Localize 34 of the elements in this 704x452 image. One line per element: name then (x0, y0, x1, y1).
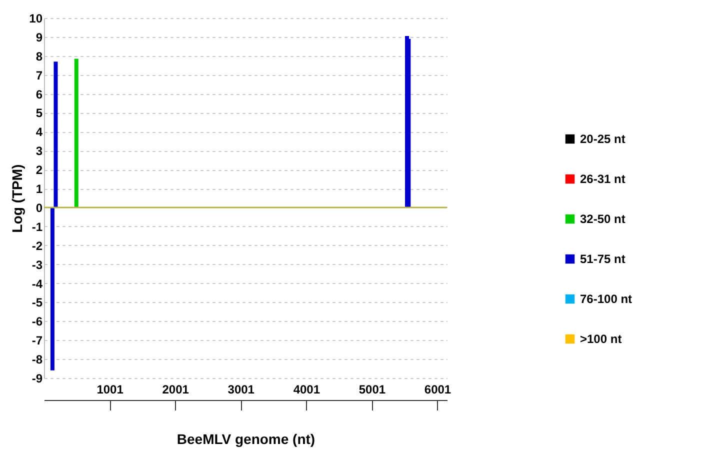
y-tick-label: -6 (32, 314, 43, 329)
y-tick-label: -1 (32, 220, 43, 234)
y-tick-label: -7 (32, 334, 43, 348)
y-tick-label: 0 (36, 200, 43, 215)
y-tick-label: -3 (32, 258, 43, 272)
x-tick-label: 4001 (293, 382, 320, 396)
y-tick-label: -9 (32, 372, 43, 386)
y-tick-label: 9 (36, 30, 43, 44)
y-tick-label: 6 (36, 87, 43, 102)
y-tick-label: 1 (36, 182, 43, 196)
y-tick-label: 3 (36, 144, 43, 158)
x-tick-label: 1001 (96, 382, 124, 396)
y-tick-label: 7 (36, 68, 43, 82)
y-tick-label: 2 (36, 163, 43, 178)
legend-label: 26-31 nt (580, 172, 626, 186)
legend-label: 51-75 nt (580, 252, 626, 266)
y-tick-label: -2 (32, 238, 43, 253)
y-tick-label: -8 (32, 352, 43, 367)
y-tick-label: 5 (36, 106, 43, 120)
y-tick-label: -5 (32, 296, 43, 310)
x-tick-label: 6001 (424, 382, 452, 396)
y-tick-label: -4 (32, 276, 43, 291)
legend-label: 76-100 nt (580, 292, 632, 306)
x-tick-label: 5001 (358, 382, 386, 396)
legend-label: >100 nt (580, 332, 622, 346)
y-tick-label: 4 (36, 125, 43, 140)
x-tick-label: 3001 (228, 382, 255, 396)
x-axis-title: BeeMLV genome (nt) (176, 431, 316, 447)
y-tick-label: 10 (29, 12, 43, 26)
y-tick-label: 8 (36, 49, 43, 64)
y-axis-title: Log (TPM) (9, 164, 26, 233)
legend-label: 20-25 nt (580, 132, 626, 146)
legend-label: 32-50 nt (580, 212, 626, 226)
x-tick-label: 2001 (162, 382, 190, 396)
